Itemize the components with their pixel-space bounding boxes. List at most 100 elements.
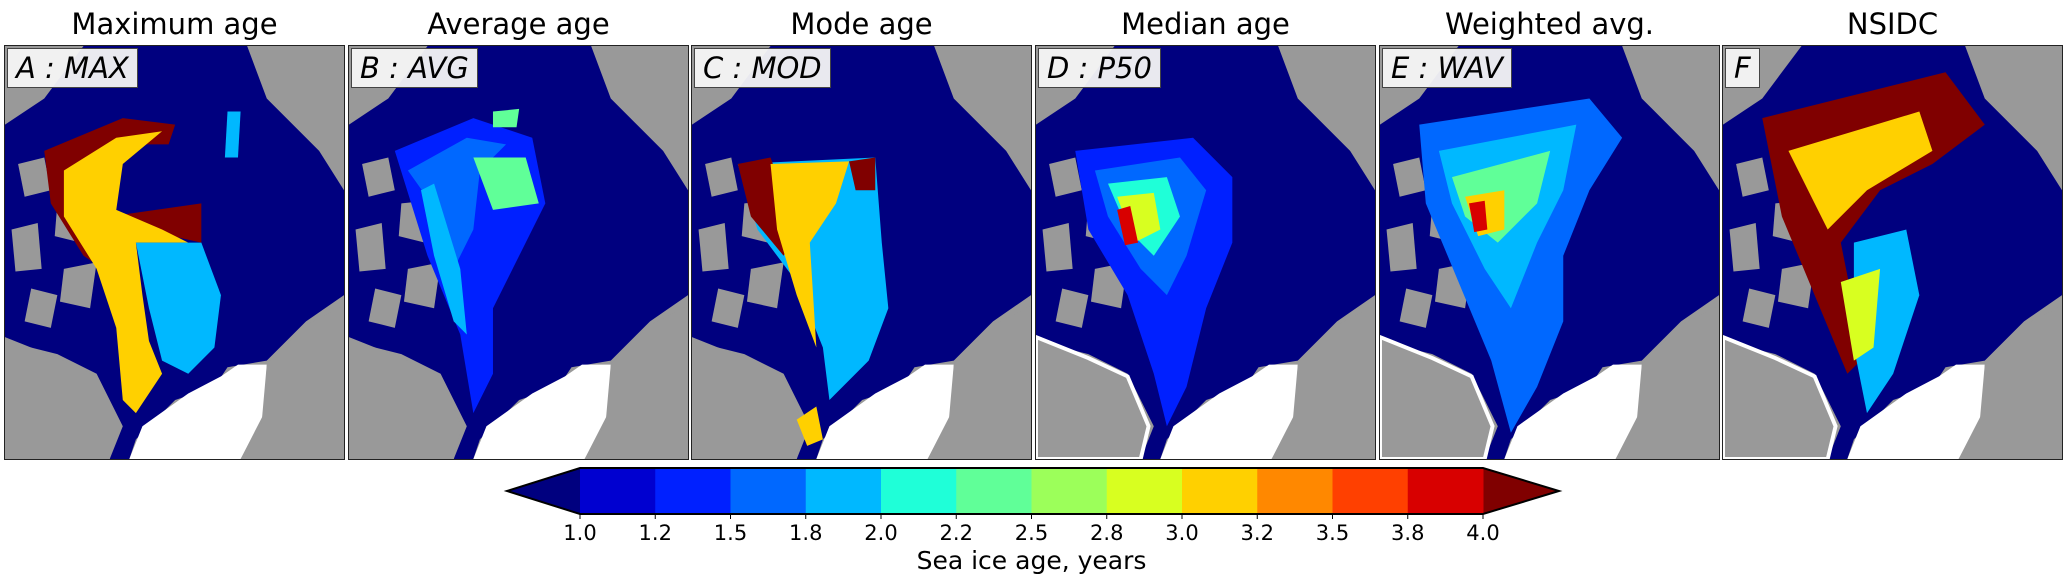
archipelago-island: [355, 223, 386, 272]
colorbar-tick-label: 4.0: [1466, 521, 1500, 545]
ice-age-patch: [1117, 192, 1161, 243]
open-water-region: [1847, 364, 1985, 459]
panel-title: Average age: [427, 7, 610, 41]
map-panel-5: E : WAV: [1379, 45, 1720, 460]
colorbar-tick-label: 3.8: [1391, 521, 1425, 545]
archipelago-island: [705, 157, 738, 197]
panel-label: D : P50: [1038, 48, 1161, 88]
panel-label: F: [1725, 48, 1760, 88]
ice-age-patch: [1117, 205, 1139, 246]
ice-age-patch: [1788, 111, 1933, 230]
archipelago-island: [1399, 288, 1433, 328]
ice-age-patch: [224, 111, 241, 158]
ice-age-patch: [770, 161, 850, 348]
ice-age-patch: [1840, 268, 1881, 361]
archipelago-island: [711, 288, 745, 328]
scandinavia-land: [1271, 305, 1375, 459]
colorbar-tick-label: 1.5: [713, 521, 748, 545]
colorbar-segment: [956, 468, 1032, 514]
colorbar-segment: [580, 468, 656, 514]
open-water-region: [1160, 364, 1298, 459]
archipelago-island: [1386, 223, 1417, 272]
arctic-map: [1380, 46, 1719, 459]
map-panel-4: D : P50: [1035, 45, 1376, 460]
colorbar-tick-label: 2.5: [1014, 521, 1049, 545]
archipelago-island: [1042, 223, 1073, 272]
ice-age-patch: [492, 108, 520, 128]
arctic-map: [1036, 46, 1375, 459]
greenland-land: [692, 337, 805, 459]
archipelago-island: [746, 262, 784, 309]
panel-title: Weighted avg.: [1444, 7, 1655, 41]
colorbar-segment: [805, 468, 882, 514]
scandinavia-land: [1958, 305, 2062, 459]
map-panel-1: A : MAX: [4, 45, 345, 460]
greenland-land: [5, 337, 118, 459]
greenland-land: [1036, 337, 1149, 459]
panel-label: C : MOD: [694, 48, 831, 88]
colorbar-segment: [1106, 468, 1183, 514]
scandinavia-land: [1615, 305, 1719, 459]
arctic-map: [5, 46, 344, 459]
ice-age-patch: [420, 183, 467, 335]
archipelago-island: [18, 157, 51, 197]
colorbar-tick-label: 2.2: [939, 521, 973, 545]
colorbar-segment: [655, 468, 731, 514]
colorbar-tick-label: 1.2: [638, 521, 672, 545]
colorbar-extend-high: [1483, 468, 1559, 514]
greenland-land: [349, 337, 462, 459]
archipelago-island: [1729, 223, 1760, 272]
colorbar-segment: [1332, 468, 1409, 514]
colorbar-tick-label: 3.0: [1165, 521, 1199, 545]
archipelago-island: [24, 288, 58, 328]
colorbar-segment: [1257, 468, 1333, 514]
panel-title: Mode age: [790, 7, 933, 41]
panel-label: A : MAX: [7, 48, 138, 88]
ice-age-patch: [796, 406, 823, 446]
scandinavia-land: [927, 305, 1031, 459]
archipelago-island: [11, 223, 42, 272]
ice-age-patch: [473, 157, 539, 210]
colorbar-segment: [1182, 468, 1258, 514]
greenland-land: [1380, 337, 1493, 459]
colorbar-tick-label: 2.8: [1090, 521, 1124, 545]
archipelago-island: [1736, 157, 1769, 197]
map-panel-2: B : AVG: [348, 45, 689, 460]
arctic-map: [692, 46, 1031, 459]
scandinavia-land: [240, 305, 344, 459]
open-water-region: [473, 364, 611, 459]
colorbar-segment: [1031, 468, 1108, 514]
archipelago-island: [1055, 288, 1089, 328]
panel-label: B : AVG: [351, 48, 478, 88]
colorbar-label: Sea ice age, years: [916, 546, 1147, 575]
colorbar-extend-low: [507, 468, 580, 514]
colorbar-outline: [503, 467, 1563, 515]
map-panel-3: C : MOD: [691, 45, 1032, 460]
panel-title: Median age: [1121, 7, 1290, 41]
ice-age-patch: [407, 137, 507, 269]
map-panel-6: F: [1722, 45, 2063, 460]
scandinavia-land: [584, 305, 688, 459]
archipelago-island: [1049, 157, 1082, 197]
colorbar-segment: [730, 468, 807, 514]
colorbar-tick-label: 1.8: [789, 521, 823, 545]
greenland-land: [1723, 337, 1836, 459]
archipelago-island: [59, 262, 97, 309]
panel-label: E : WAV: [1382, 48, 1512, 88]
archipelago-island: [1742, 288, 1776, 328]
ice-age-patch: [1469, 200, 1488, 233]
colorbar-segment: [1407, 468, 1484, 514]
archipelago-island: [1777, 262, 1815, 309]
archipelago-island: [362, 157, 395, 197]
coast-outline: [1036, 334, 1151, 459]
ice-age-patch: [63, 131, 189, 414]
arctic-map: [349, 46, 688, 459]
ice-age-patch: [849, 157, 876, 191]
coast-outline: [1380, 334, 1495, 459]
coast-outline: [1723, 334, 1838, 459]
archipelago-island: [368, 288, 402, 328]
archipelago-island: [1393, 157, 1426, 197]
colorbar-tick-label: 1.0: [563, 521, 597, 545]
colorbar-tick-label: 3.2: [1240, 521, 1274, 545]
panel-title: Maximum age: [71, 7, 278, 41]
